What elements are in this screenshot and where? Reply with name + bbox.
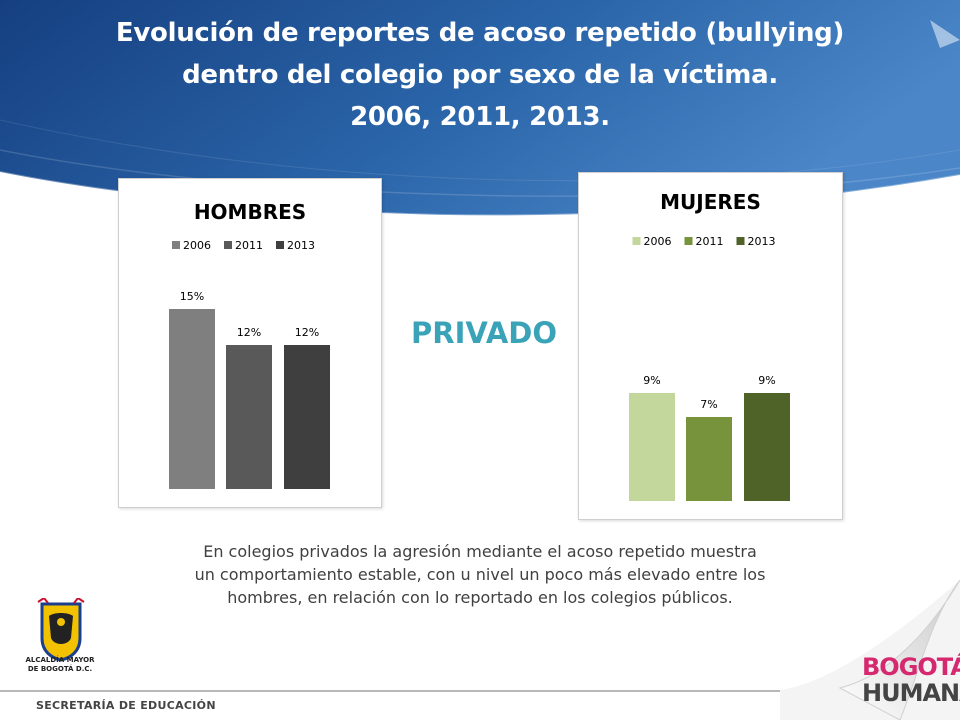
chart-card-mujeres: MUJERES 2006 2011 2013 9% 7% 9% <box>578 172 843 520</box>
chart-title-mujeres: MUJERES <box>660 190 761 214</box>
data-label-mujeres-2013: 9% <box>758 374 775 387</box>
crest-line-2: DE BOGOTÁ D.C. <box>27 665 93 673</box>
legend-label-2013: 2013 <box>748 235 776 248</box>
slide-title: Evolución de reportes de acoso repetido … <box>40 12 920 138</box>
footer-institution: SECRETARÍA DE EDUCACIÓN <box>36 699 216 712</box>
crest-line-1: ALCALDÍA MAYOR <box>25 656 95 664</box>
caption-line-1: En colegios privados la agresión mediant… <box>203 542 757 561</box>
legend-swatch-2013 <box>276 241 284 249</box>
bar-mujeres-2006 <box>629 393 675 501</box>
brand-line-2: HUMANA <box>862 679 960 707</box>
legend-swatch-2011 <box>224 241 232 249</box>
legend-label-2006: 2006 <box>183 239 211 252</box>
footer-divider <box>0 690 780 692</box>
data-label-hombres-2011: 12% <box>237 326 261 339</box>
page-curl-decoration <box>780 580 960 720</box>
title-line-3: 2006, 2011, 2013. <box>350 102 610 132</box>
caption-line-2: un comportamiento estable, con u nivel u… <box>194 565 766 584</box>
title-line-1: Evolución de reportes de acoso repetido … <box>115 18 845 48</box>
brand-line-1: BOGOTÁ <box>862 653 960 681</box>
chart-card-hombres: HOMBRES 2006 2011 2013 15% 12% 12% <box>118 178 382 508</box>
chart-title-hombres: HOMBRES <box>194 200 306 224</box>
crest-caption: ALCALDÍA MAYOR DE BOGOTÁ D.C. <box>14 656 106 674</box>
title-line-2: dentro del colegio por sexo de la víctim… <box>182 60 778 90</box>
bar-hombres-2006 <box>169 309 215 489</box>
legend-swatch-2013 <box>736 237 745 245</box>
chart-mujeres: MUJERES 2006 2011 2013 9% 7% 9% <box>629 190 790 501</box>
data-label-mujeres-2006: 9% <box>643 374 660 387</box>
caption-text: En colegios privados la agresión mediant… <box>160 540 800 609</box>
chart-hombres: HOMBRES 2006 2011 2013 15% 12% 12% <box>169 200 330 489</box>
coat-of-arms-icon <box>37 598 85 662</box>
legend-label-2006: 2006 <box>644 235 672 248</box>
data-label-hombres-2013: 12% <box>295 326 319 339</box>
bar-mujeres-2013 <box>744 393 790 501</box>
legend-swatch-2006 <box>172 241 180 249</box>
caption-line-3: hombres, en relación con lo reportado en… <box>227 588 733 607</box>
legend-label-2011: 2011 <box>696 235 724 248</box>
data-label-mujeres-2011: 7% <box>700 398 717 411</box>
legend-label-2011: 2011 <box>235 239 263 252</box>
bar-hombres-2013 <box>284 345 330 489</box>
section-label: PRIVADO <box>411 316 558 350</box>
legend-swatch-2011 <box>684 237 693 245</box>
legend-label-2013: 2013 <box>287 239 315 252</box>
bar-mujeres-2011 <box>686 417 732 501</box>
data-label-hombres-2006: 15% <box>180 290 204 303</box>
legend-swatch-2006 <box>632 237 641 245</box>
bogota-humana-logo: BOGOTÁ HUMANA <box>862 653 960 714</box>
bar-hombres-2011 <box>226 345 272 489</box>
